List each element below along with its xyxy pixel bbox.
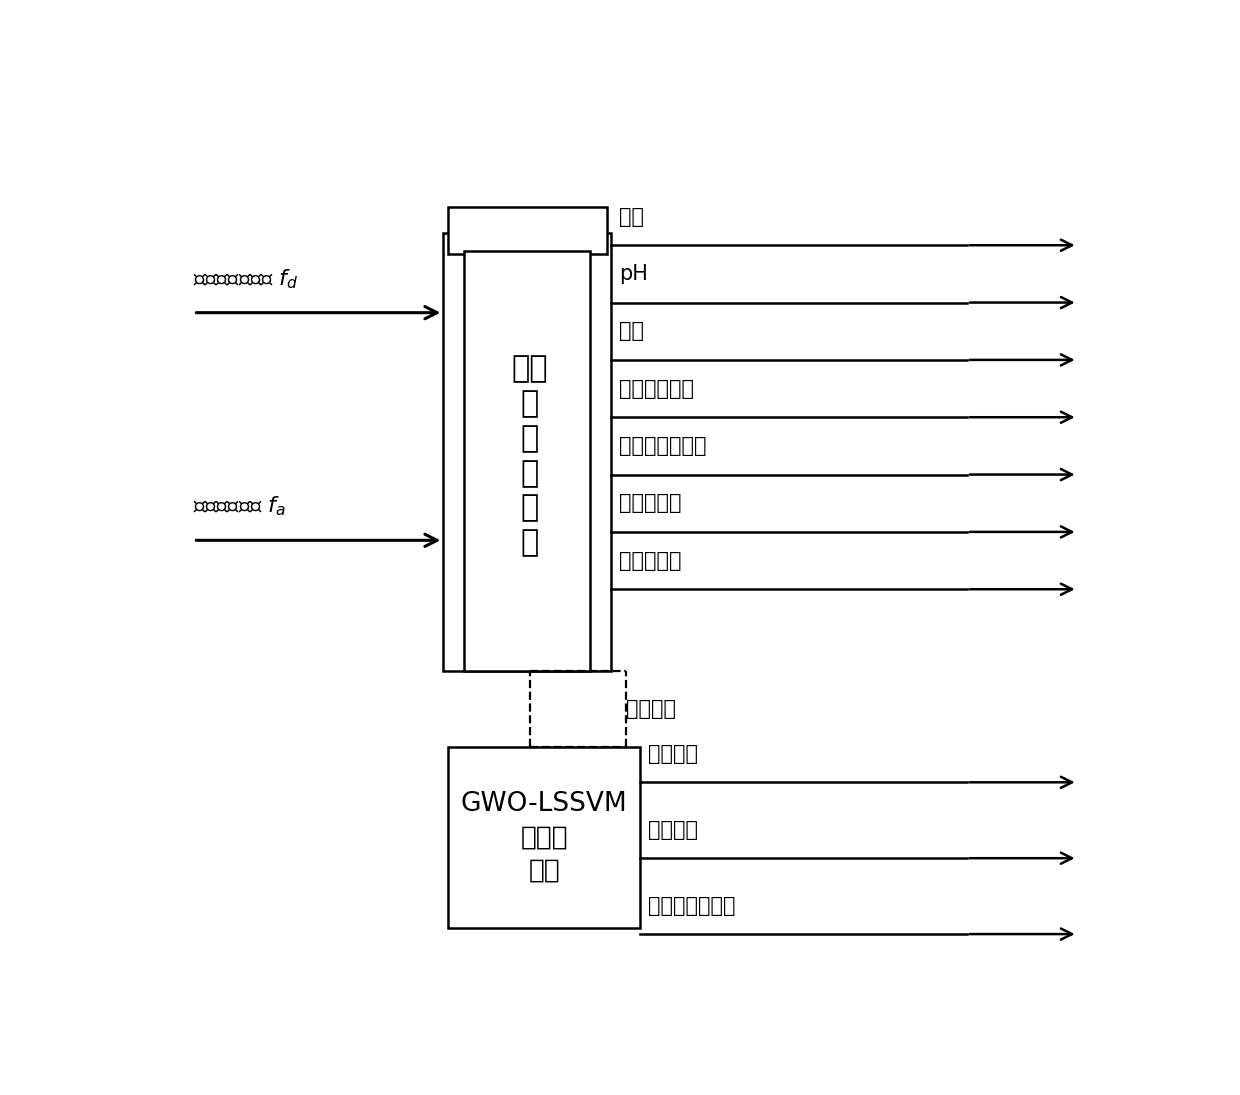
Bar	[465, 251, 590, 671]
Text: 菌体浓度: 菌体浓度	[649, 744, 698, 764]
Text: 温度: 温度	[619, 207, 644, 227]
Text: 电机搅拌速度: 电机搅拌速度	[619, 379, 694, 399]
Bar	[448, 747, 640, 929]
Text: 食用菌产物重量: 食用菌产物重量	[649, 896, 735, 915]
Text: 葡萄糖流加速率 $\mathit{f}_{d}$: 葡萄糖流加速率 $\mathit{f}_{d}$	[193, 267, 299, 291]
Text: 基质浓度: 基质浓度	[649, 820, 698, 840]
Text: GWO-LSSVM
软测量
模型: GWO-LSSVM 软测量 模型	[461, 791, 627, 883]
Text: 发酵液体积: 发酵液体积	[619, 551, 682, 570]
Bar	[448, 207, 606, 254]
Text: pH: pH	[619, 264, 649, 284]
Text: 食用
菌
发
酵
过
程: 食用 菌 发 酵 过 程	[512, 355, 548, 557]
Text: 氧气吸收率: 氧气吸收率	[619, 494, 682, 514]
Text: 二氧化碳释放量: 二氧化碳释放量	[619, 436, 707, 456]
Text: 压力: 压力	[619, 321, 644, 342]
Text: 氨水流加速率 $\mathit{f}_{a}$: 氨水流加速率 $\mathit{f}_{a}$	[193, 495, 286, 518]
Bar	[444, 232, 611, 671]
Text: 辅助变量: 辅助变量	[626, 699, 676, 719]
